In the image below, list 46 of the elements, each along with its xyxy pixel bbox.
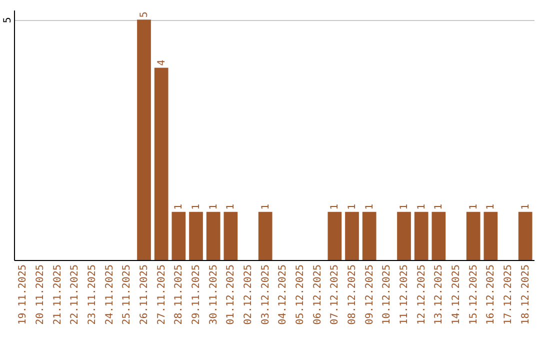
x-tick-label: 15.12.2025 [468,264,480,325]
x-tick-label: 11.12.2025 [399,264,410,325]
x-tick-label: 09.12.2025 [364,264,376,325]
data-label: 1 [416,204,428,210]
x-tick-label: 07.12.2025 [330,264,341,325]
data-label: 1 [399,204,410,210]
x-tick-label: 20.11.2025 [35,264,46,325]
data-label: 1 [191,204,202,210]
x-tick-label: 23.11.2025 [87,264,98,325]
x-tick-label: 10.12.2025 [382,264,393,325]
x-tick-label: 01.12.2025 [226,264,237,325]
x-tick-label: 14.12.2025 [451,264,462,325]
data-label: 1 [226,204,237,210]
x-tick-label: 06.12.2025 [312,264,324,325]
x-tick-label: 18.12.2025 [520,264,532,325]
x-tick-label: 13.12.2025 [434,264,445,325]
data-label: 1 [468,204,480,210]
data-label: 5 [139,12,150,18]
x-tick-label: 26.11.2025 [139,264,150,325]
x-tick-label: 02.12.2025 [243,264,254,325]
data-label: 1 [434,204,445,210]
x-tick-label: 21.11.2025 [52,264,64,325]
x-tick-label: 04.12.2025 [278,264,289,325]
data-label: 1 [174,204,185,210]
x-tick-label: 22.11.2025 [70,264,81,325]
x-tick-label: 03.12.2025 [260,264,272,325]
data-label: 4 [156,60,168,66]
data-label: 1 [520,204,532,210]
x-tick-label: 30.11.2025 [208,264,220,325]
x-tick-label: 27.11.2025 [156,264,168,325]
data-label: 1 [364,204,376,210]
x-tick-label: 24.11.2025 [104,264,116,325]
data-label: 1 [260,204,272,210]
x-tick-label: 29.11.2025 [191,264,202,325]
x-tick-label: 17.12.2025 [503,264,514,325]
data-label: 1 [486,204,497,210]
x-tick-label: 05.12.2025 [295,264,306,325]
x-tick-label: 25.11.2025 [122,264,133,325]
x-tick-label: 08.12.2025 [347,264,358,325]
x-tick-label: 28.11.2025 [174,264,185,325]
x-tick-label: 12.12.2025 [416,264,428,325]
data-label: 1 [208,204,220,210]
data-label: 1 [330,204,341,210]
data-label: 1 [347,204,358,210]
x-tick-label: 16.12.2025 [486,264,497,325]
x-tick-label: 19.11.2025 [18,264,29,325]
